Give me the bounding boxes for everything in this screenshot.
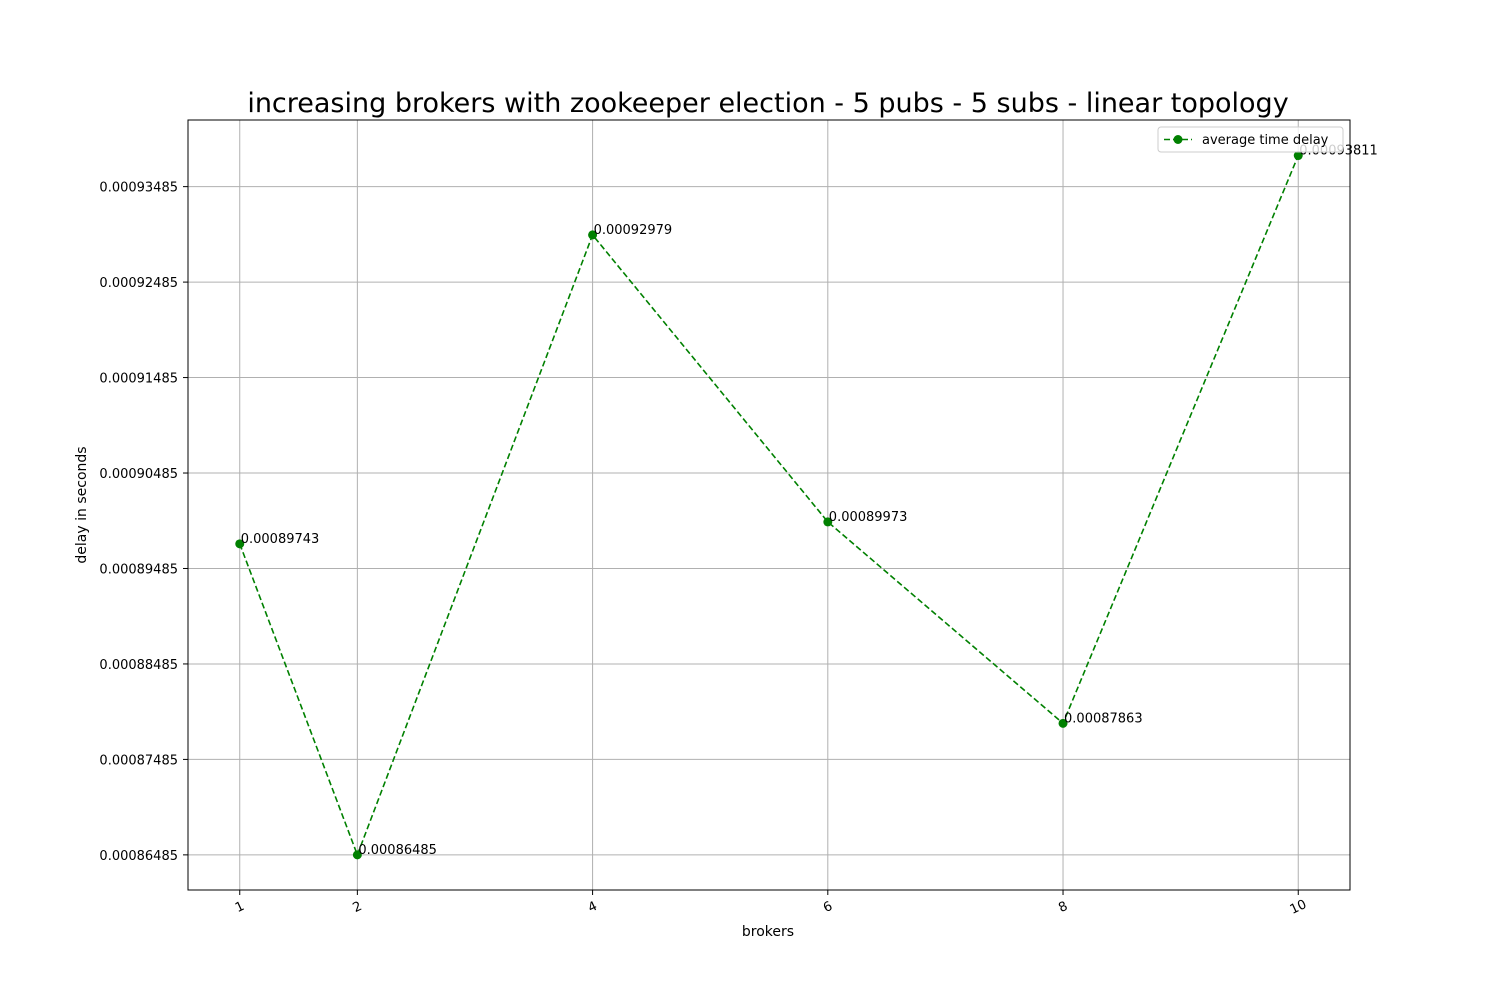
y-tick-label: 0.00093485 (99, 181, 178, 196)
y-tick-label: 0.00092485 (99, 276, 178, 291)
y-axis: 0.00086485 0.00087485 0.00088485 0.00089485… (99, 181, 188, 864)
plot-frame (187, 119, 1351, 891)
data-labels: 0.00089743 0.00086485 0.00092979 0.00089973… (241, 144, 1378, 858)
data-point (823, 517, 833, 527)
x-tick-label: 8 (1056, 899, 1070, 916)
x-tick-label: 10 (1288, 897, 1309, 918)
data-label: 0.00087863 (1064, 711, 1143, 726)
legend-marker-swatch (1173, 135, 1183, 144)
x-tick-label: 4 (586, 899, 600, 916)
data-point (352, 850, 362, 860)
data-point (235, 539, 245, 549)
x-tick-label: 2 (351, 899, 365, 916)
x-axis: 1 2 4 6 8 10 (233, 890, 1309, 918)
x-tick-label: 6 (821, 899, 835, 916)
y-tick-label: 0.00089485 (99, 562, 178, 577)
data-point (1293, 151, 1303, 161)
x-axis-label: brokers (742, 924, 794, 940)
legend-box (1157, 126, 1344, 153)
series-line (239, 155, 1299, 858)
x-tick-label: 1 (233, 899, 247, 916)
y-axis-label: delay in seconds (74, 446, 90, 563)
y-tick-label: 0.00091485 (99, 372, 178, 387)
y-tick-label: 0.00087485 (99, 753, 178, 768)
data-point (1058, 718, 1068, 728)
series-average-time-delay (235, 151, 1303, 860)
y-tick-label: 0.00086485 (99, 849, 178, 864)
legend-entry-label: average time delay (1202, 133, 1329, 148)
data-label: 0.00089973 (829, 510, 908, 525)
chart-title: increasing brokers with zookeeper electi… (247, 88, 1288, 119)
data-label: 0.00086485 (358, 843, 437, 858)
legend: average time delay (1157, 126, 1344, 153)
y-tick-label: 0.00088485 (99, 658, 178, 673)
grid (188, 120, 1350, 890)
data-point (588, 230, 598, 240)
data-label: 0.00089743 (241, 532, 320, 547)
data-label: 0.00092979 (594, 223, 673, 238)
y-tick-label: 0.00090485 (99, 467, 178, 482)
